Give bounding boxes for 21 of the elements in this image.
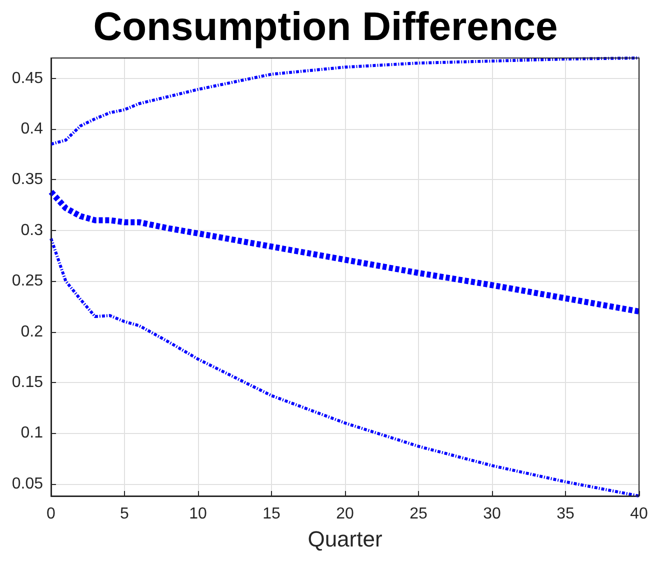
- y-tick-label: 0.3: [20, 222, 44, 239]
- x-tick-label: 25: [410, 506, 428, 522]
- y-tick-label: 0.4: [20, 120, 44, 138]
- y-tick-label: 0.25: [12, 272, 44, 290]
- x-tick-label: 0: [46, 506, 56, 522]
- y-tick-label: 0.2: [20, 323, 44, 340]
- x-axis-title: Quarter: [308, 526, 382, 552]
- y-tick-label: 0.35: [12, 171, 44, 188]
- y-tick-label: 0.15: [12, 374, 44, 391]
- x-tick-label: 5: [120, 506, 130, 522]
- line-series: [50, 56, 640, 146]
- x-tick-label: 20: [336, 506, 354, 522]
- x-tick-label: 35: [556, 506, 574, 522]
- y-tick-label: 0.1: [20, 424, 44, 442]
- y-tick-label: 0.05: [12, 475, 44, 492]
- x-tick-label: 40: [630, 506, 648, 522]
- x-tick-label: 30: [483, 506, 501, 522]
- x-tick-label: 10: [189, 506, 207, 522]
- y-tick-label: 0.45: [12, 70, 44, 87]
- x-tick-label: 15: [262, 506, 280, 522]
- chart-title: Consumption Difference: [93, 5, 558, 49]
